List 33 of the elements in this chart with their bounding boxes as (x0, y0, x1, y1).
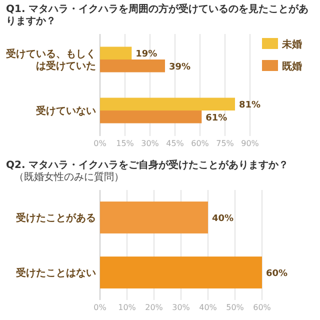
x-tick-label: 50% (226, 303, 244, 312)
x-tick-label: 40% (199, 303, 218, 312)
chart-title: Q1. マタハラ・イクハラを周囲の方が受けているのを見たことがありますか？ (6, 3, 309, 27)
x-tick-label: 60% (191, 139, 210, 148)
chart-title: Q2. マタハラ・イクハラをご自身が受けたことがありますか？ (6, 159, 289, 171)
x-tick-label: 10% (118, 303, 136, 312)
bar (100, 46, 132, 60)
text: 81% (239, 100, 261, 111)
x-tick-label: 15% (116, 139, 134, 148)
chart-subtitle: （既婚女性のみに質問） (14, 171, 124, 183)
legend-label: 未婚 (281, 38, 302, 50)
y-tick-label: 受けていない (35, 105, 96, 117)
x-tick-label: 30% (141, 139, 160, 148)
x-tick-label: 75% (216, 139, 234, 148)
data-label: 60% (266, 269, 288, 279)
x-tick-label: 0% (94, 303, 107, 312)
x-tick-label: 20% (145, 303, 164, 312)
text: 39% (169, 62, 191, 72)
data-label: 40% (212, 214, 234, 224)
bar (100, 60, 165, 72)
x-tick-label: 60% (253, 303, 272, 312)
text: 61% (206, 113, 228, 124)
legend-label: 既婚 (282, 60, 302, 72)
x-tick-label: 0% (94, 139, 107, 148)
y-tick-label: 受けたことはない (15, 267, 96, 279)
x-tick-label: 30% (172, 303, 190, 312)
x-tick-label: 90% (241, 139, 260, 148)
bar (100, 110, 202, 124)
text: 19% (136, 50, 158, 60)
x-tick-label: 45% (166, 139, 184, 148)
bar (100, 98, 235, 110)
y-tick-label: 受けたことがある (15, 212, 96, 224)
y-tick-label: 受けている、もしくは受けていた (5, 48, 96, 72)
